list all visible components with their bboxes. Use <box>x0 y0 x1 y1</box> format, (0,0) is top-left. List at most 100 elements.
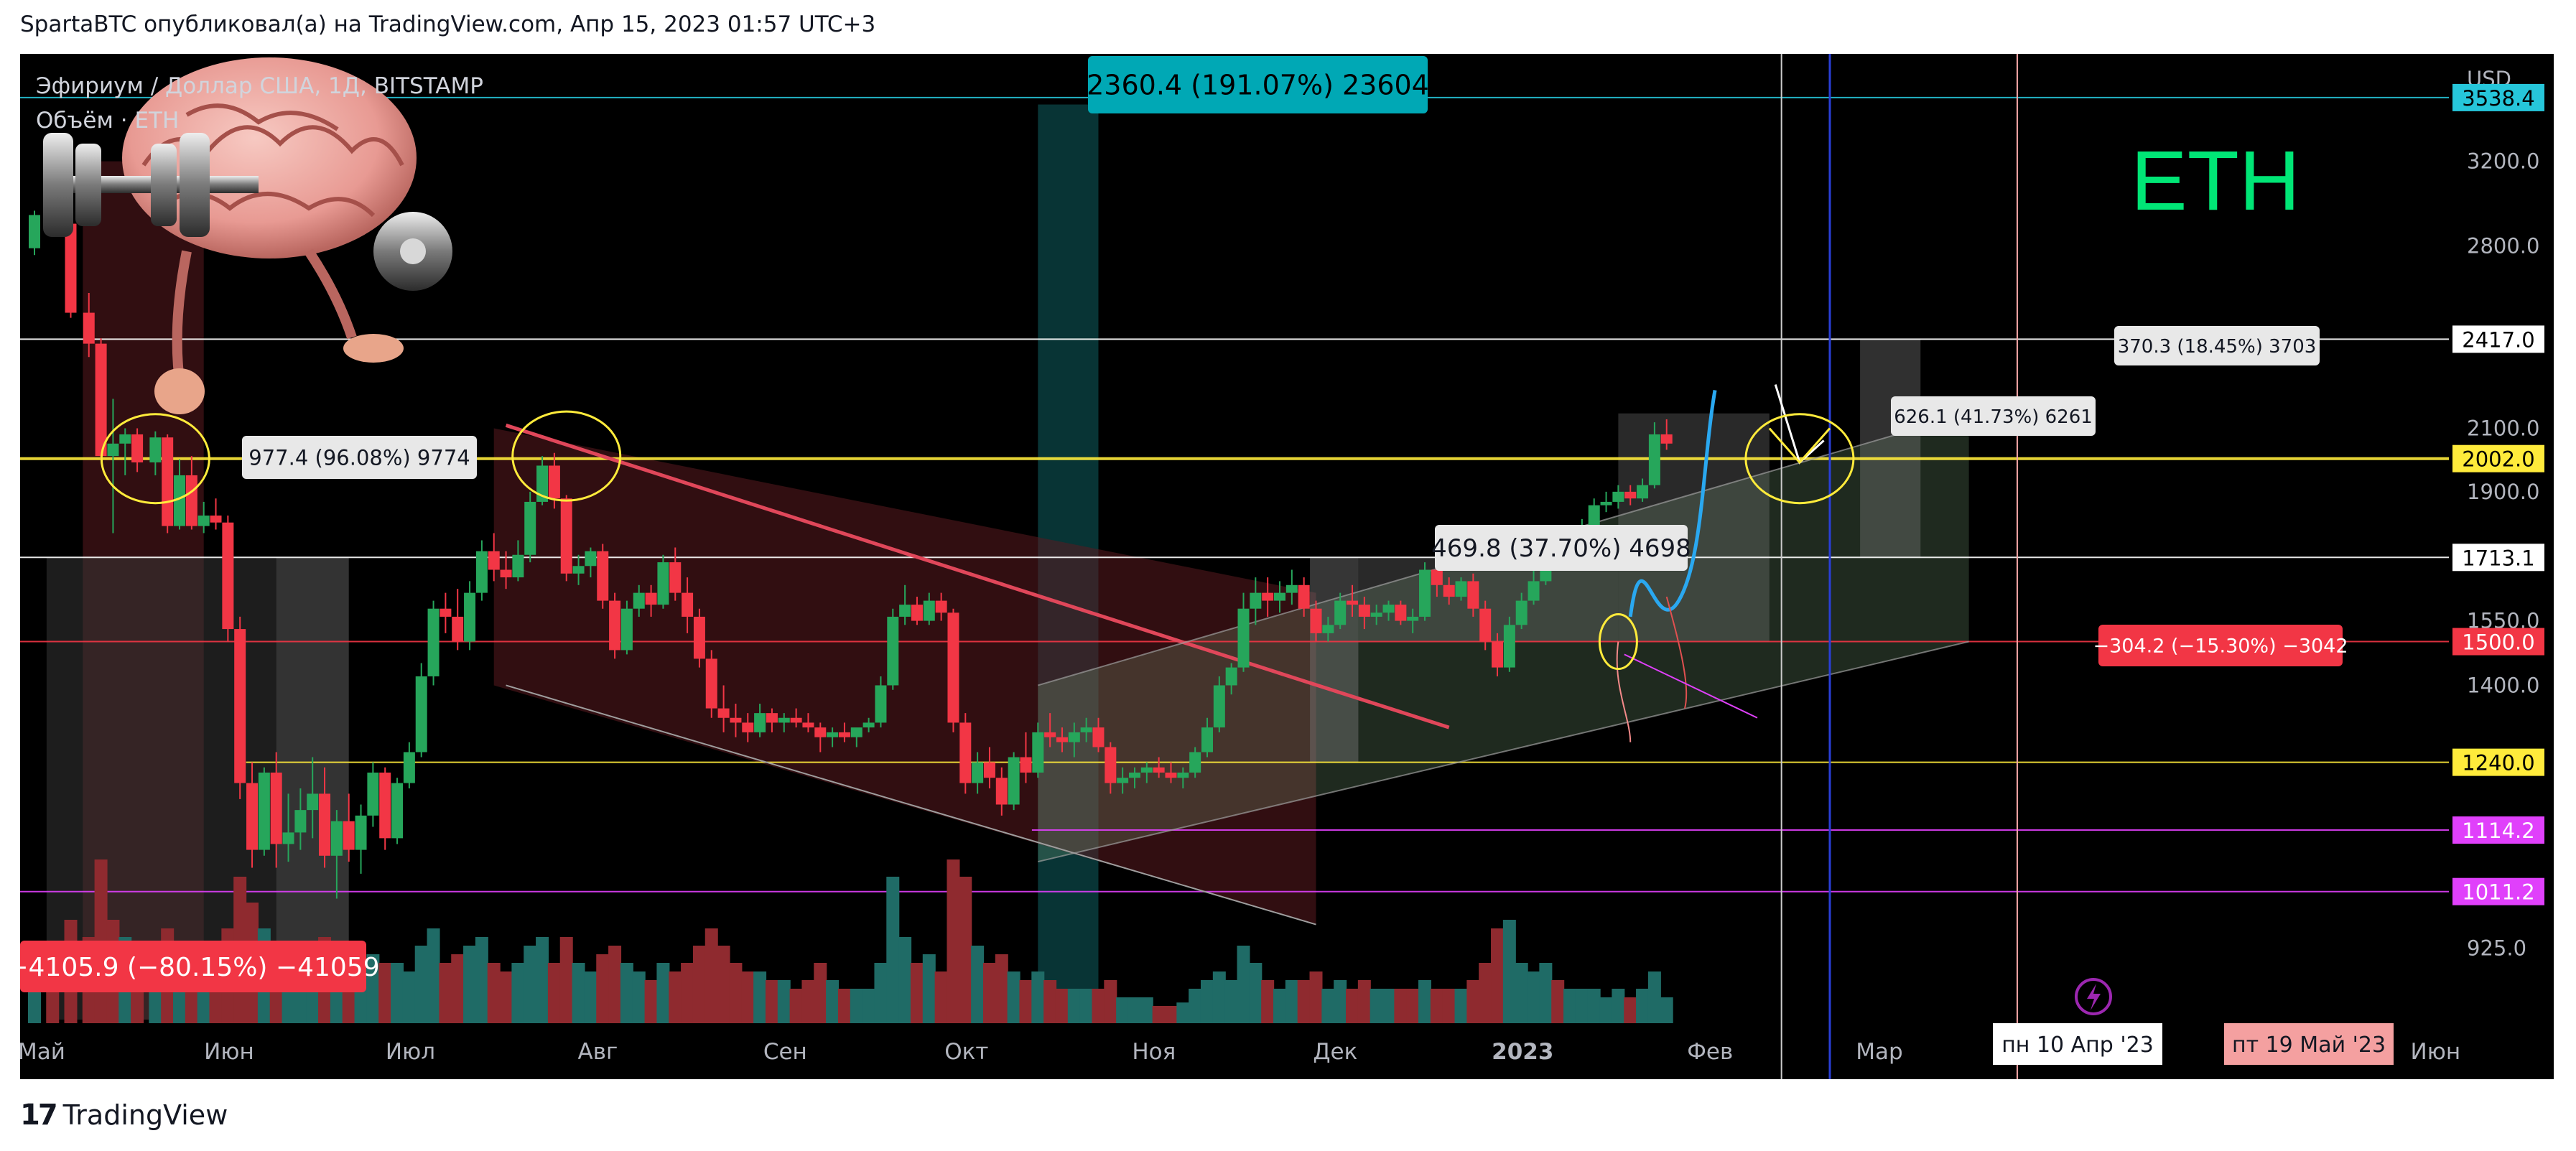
tradingview-logo[interactable]: 17 TradingView <box>20 1099 228 1132</box>
volume-bar-74 <box>947 859 960 1023</box>
candle-body-15 <box>234 629 246 783</box>
candle-body-40 <box>536 465 549 502</box>
candle-body-30 <box>415 676 427 752</box>
candle-body-52 <box>682 592 694 617</box>
candle-body-115 <box>1443 584 1455 597</box>
volume-bar-26 <box>366 954 380 1023</box>
candle-body-119 <box>1492 641 1504 668</box>
volume-bar-40 <box>536 937 549 1023</box>
candle-body-76 <box>972 762 984 783</box>
candle-body-100 <box>1262 592 1274 601</box>
candle-body-47 <box>620 608 633 651</box>
grey-zone-target <box>1860 339 1921 558</box>
brain-fold-3 <box>185 103 339 131</box>
level-tag-box-5 <box>2452 748 2544 776</box>
candle-body-88 <box>1117 778 1129 783</box>
candle-body-41 <box>548 465 560 499</box>
volume-bar-120 <box>1502 920 1516 1023</box>
candle-body-72 <box>923 600 935 621</box>
level-tag-box-2 <box>2452 444 2544 472</box>
volume-bar-72 <box>922 954 936 1023</box>
x-tick-5: Окт <box>944 1039 988 1065</box>
candle-body-95 <box>1201 727 1213 752</box>
candle-body-104 <box>1310 608 1322 633</box>
volume-bar-125 <box>1563 989 1577 1023</box>
candle-body-87 <box>1105 747 1117 783</box>
candle-body-132 <box>1648 434 1660 485</box>
volume-bar-92 <box>1164 1006 1178 1023</box>
volume-bar-48 <box>632 971 646 1023</box>
candle-body-65 <box>838 732 850 737</box>
volume-bar-105 <box>1321 989 1335 1023</box>
volume-bar-82 <box>1043 980 1057 1023</box>
volume-bar-75 <box>959 877 972 1023</box>
candle-body-11 <box>185 475 197 526</box>
candle-body-0 <box>29 215 40 248</box>
candle-body-57 <box>742 722 754 732</box>
level-tag-box-7 <box>2452 877 2544 905</box>
volume-bar-49 <box>644 980 658 1023</box>
candle-body-83 <box>1056 737 1068 742</box>
candle-body-109 <box>1370 612 1382 617</box>
volume-bar-117 <box>1466 980 1480 1023</box>
candle-body-16 <box>246 783 259 850</box>
crosshair-date-0: пн 10 Апр '23 <box>2001 1033 2154 1058</box>
volume-bar-128 <box>1599 997 1613 1023</box>
volume-bar-70 <box>898 937 912 1023</box>
x-tick-6: Ноя <box>1132 1039 1176 1065</box>
volume-bar-62 <box>801 980 815 1023</box>
candle-body-75 <box>959 722 972 783</box>
candle-body-62 <box>802 722 814 728</box>
level-tag-box-3 <box>2452 544 2544 572</box>
x-tick-8: 2023 <box>1492 1039 1553 1065</box>
candle-body-35 <box>475 551 488 593</box>
x-tick-3: Авг <box>578 1039 618 1065</box>
candle-body-97 <box>1225 667 1237 686</box>
volume-bar-131 <box>1636 989 1650 1023</box>
volume-bar-112 <box>1406 989 1420 1023</box>
candle-body-2 <box>65 223 77 313</box>
candle-body-93 <box>1177 772 1189 778</box>
volume-bar-43 <box>572 963 585 1023</box>
candle-body-23 <box>330 821 343 856</box>
measure-text-5: −304.2 (−15.30%) −3042 <box>2093 635 2348 658</box>
candle-body-71 <box>911 605 923 621</box>
candle-body-77 <box>983 762 995 778</box>
candle-body-22 <box>319 793 331 856</box>
volume-bar-83 <box>1055 989 1069 1023</box>
volume-bar-46 <box>608 946 622 1023</box>
volume-bar-27 <box>378 963 392 1023</box>
volume-bar-53 <box>692 946 706 1023</box>
candle-body-6 <box>119 434 131 444</box>
candle-body-129 <box>1612 491 1624 502</box>
candle-body-14 <box>222 522 234 630</box>
dumbbell-plate-1 <box>43 133 73 237</box>
candle-body-69 <box>887 616 899 686</box>
candle-body-43 <box>572 566 585 574</box>
volume-bar-79 <box>1007 971 1020 1023</box>
candle-body-46 <box>609 600 621 651</box>
candle-body-122 <box>1528 581 1540 601</box>
candle-body-56 <box>730 717 742 723</box>
volume-bar-102 <box>1285 980 1298 1023</box>
candle-body-117 <box>1467 581 1479 609</box>
volume-bar-60 <box>777 980 791 1023</box>
level-tag-6: 1114.2 <box>2462 819 2534 843</box>
volume-bar-130 <box>1624 997 1637 1023</box>
candle-body-74 <box>947 612 959 723</box>
volume-bar-84 <box>1067 989 1081 1023</box>
brain-dumbbell-illustration <box>43 57 452 414</box>
candle-body-82 <box>1044 732 1056 737</box>
candle-body-54 <box>705 658 717 709</box>
volume-bar-69 <box>886 877 900 1023</box>
measure-box-3 <box>1891 396 2096 436</box>
symbol-title: Эфириум / Доллар США, 1Д, BITSTAMP <box>36 73 483 99</box>
y-tick-2: 2100.0 <box>2467 416 2539 441</box>
level-tag-1: 2417.0 <box>2462 327 2534 352</box>
candle-body-44 <box>585 551 597 567</box>
candle-body-50 <box>657 562 669 605</box>
x-tick-4: Сен <box>763 1039 807 1065</box>
candle-body-80 <box>1020 757 1032 773</box>
volume-bar-87 <box>1104 980 1117 1023</box>
